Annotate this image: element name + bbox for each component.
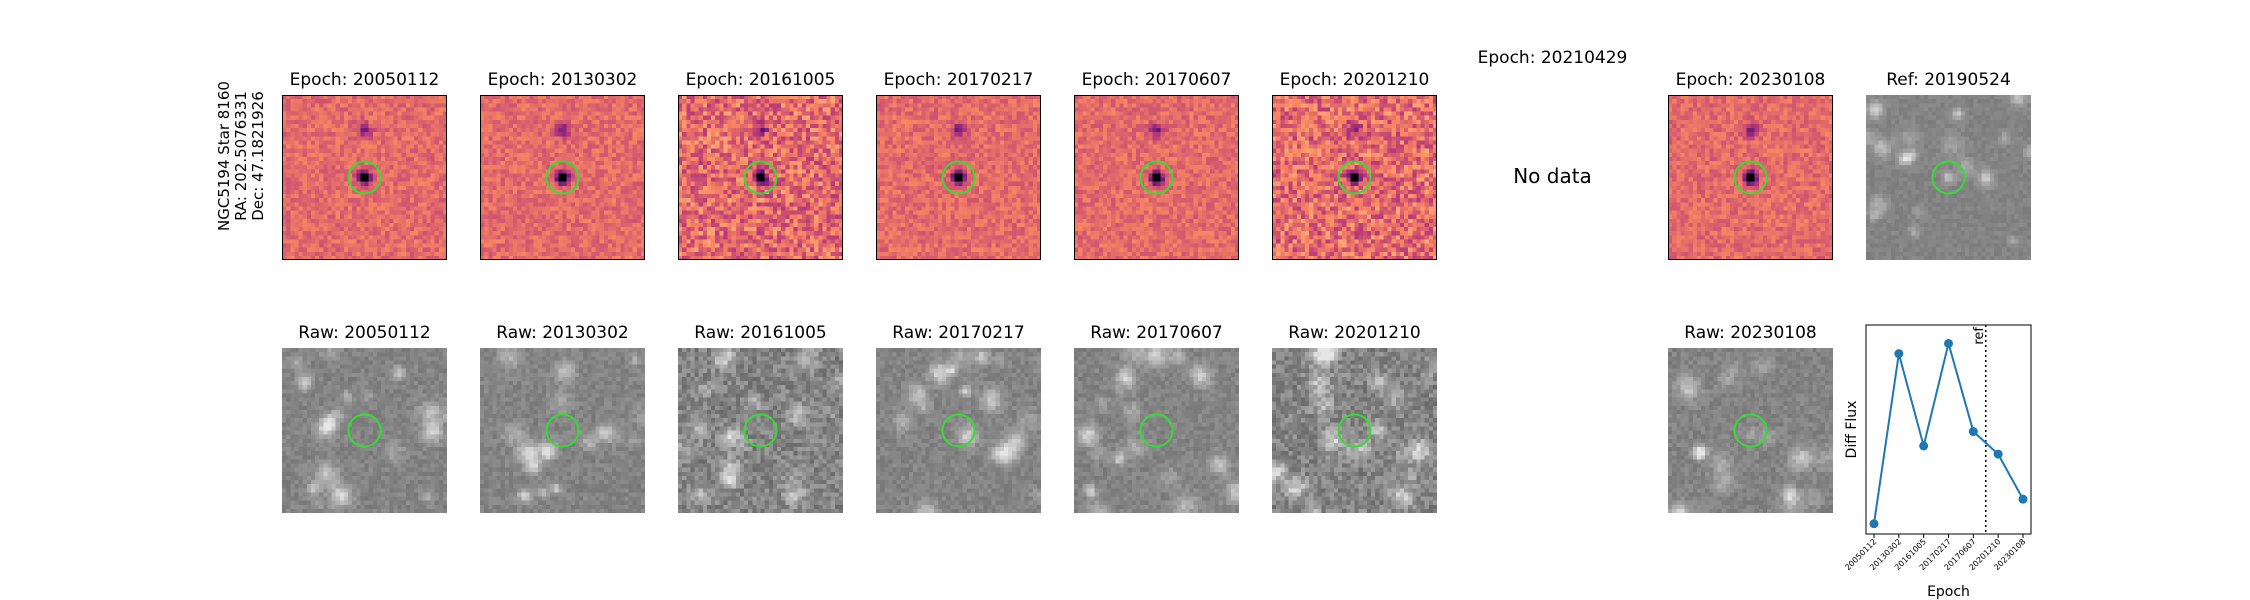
- aperture-circle: [545, 160, 580, 195]
- diff-image-panel: [480, 95, 645, 260]
- target-label: NGC5194 Star 8160 RA: 202.5076331 Dec: 4…: [215, 66, 267, 246]
- y-axis-label: Diff Flux: [1844, 401, 1860, 459]
- raw-image-panel: [480, 348, 645, 513]
- raw-image-panel: [1668, 348, 1833, 513]
- x-tick-label: 20050112: [1843, 537, 1878, 572]
- panel-frame: [282, 95, 447, 260]
- data-point: [1869, 519, 1879, 529]
- x-tick-label: 20230108: [1992, 537, 2027, 572]
- series-line: [1873, 339, 2024, 524]
- raw-title: Raw: 20130302: [496, 323, 629, 343]
- diff-image-panel: [282, 95, 447, 260]
- diff-image-panel-image: [678, 95, 843, 260]
- ref-image-panel-image: [1866, 95, 2031, 260]
- panel-frame: [480, 95, 645, 260]
- data-point: [1894, 349, 1904, 359]
- epoch-title: Epoch: 20130302: [487, 70, 638, 90]
- aperture-circle: [347, 160, 382, 195]
- epoch-title: Epoch: 20201210: [1279, 70, 1430, 90]
- x-tick-label: 20161005: [1893, 537, 1928, 572]
- diff-image-panel-image: [1668, 95, 1833, 260]
- epoch-title: Epoch: 20050112: [289, 70, 440, 90]
- diff-image-panel-image: [480, 95, 645, 260]
- panel-frame: [1272, 95, 1437, 260]
- aperture-circle: [743, 160, 778, 195]
- panel-frame: [876, 95, 1041, 260]
- ref-title: Ref: 20190524: [1886, 70, 2011, 90]
- aperture-circle: [1337, 160, 1372, 195]
- data-point: [1993, 449, 2003, 459]
- raw-image-panel: [876, 348, 1041, 513]
- raw-image-panel: [282, 348, 447, 513]
- aperture-circle: [1139, 413, 1174, 448]
- aperture-circle: [1931, 160, 1966, 195]
- diff-image-panel: [678, 95, 843, 260]
- raw-image-panel: [1074, 348, 1239, 513]
- raw-image-panel: [678, 348, 843, 513]
- data-point: [2018, 494, 2028, 504]
- raw-image-panel-image: [480, 348, 645, 513]
- diff-image-panel-image: [1272, 95, 1437, 260]
- target-ra: RA: 202.5076331: [232, 91, 250, 221]
- plot-frame: [1865, 324, 2032, 535]
- diff-image-panel: [1074, 95, 1239, 260]
- target-name: NGC5194 Star 8160: [215, 81, 233, 231]
- diff-image-panel-image: [1074, 95, 1239, 260]
- aperture-circle: [1337, 413, 1372, 448]
- x-axis-label: Epoch: [1927, 584, 1970, 600]
- raw-title: Raw: 20161005: [694, 323, 827, 343]
- x-tick-label: 20201210: [1967, 537, 2002, 572]
- diff-image-panel-image: [876, 95, 1041, 260]
- target-dec: Dec: 47.1821926: [249, 91, 267, 221]
- aperture-circle: [941, 413, 976, 448]
- aperture-circle: [347, 413, 382, 448]
- data-point: [1944, 338, 1953, 348]
- ref-image-panel: [1866, 95, 2031, 260]
- raw-title: Raw: 20230108: [1684, 323, 1817, 343]
- aperture-circle: [545, 413, 580, 448]
- raw-title: Raw: 20050112: [298, 323, 431, 343]
- x-tick-label: 20170607: [1943, 537, 1978, 572]
- raw-image-panel-image: [678, 348, 843, 513]
- epoch-title: Epoch: 20170607: [1081, 70, 1232, 90]
- diff-image-panel: [1272, 95, 1437, 260]
- x-tick-label: 20130302: [1868, 537, 1903, 572]
- epoch-title: Epoch: 20230108: [1675, 70, 1826, 90]
- epoch-title: Epoch: 20170217: [883, 70, 1034, 90]
- x-tick-label: 20170217: [1918, 537, 1953, 572]
- diff-image-panel: [1668, 95, 1833, 260]
- data-point: [1968, 427, 1978, 437]
- raw-image-panel-image: [282, 348, 447, 513]
- aperture-circle: [743, 413, 778, 448]
- diff-image-panel-image: [282, 95, 447, 260]
- panel-frame: [1668, 95, 1833, 260]
- raw-image-panel-image: [876, 348, 1041, 513]
- aperture-circle: [941, 160, 976, 195]
- raw-image-panel: [1272, 348, 1437, 513]
- aperture-circle: [1139, 160, 1174, 195]
- panel-frame: [1074, 95, 1239, 260]
- raw-title: Raw: 20201210: [1288, 323, 1421, 343]
- panel-frame: [678, 95, 843, 260]
- aperture-circle: [1733, 160, 1768, 195]
- reference-label: ref: [1972, 327, 1987, 345]
- raw-image-panel-image: [1272, 348, 1437, 513]
- raw-title: Raw: 20170607: [1090, 323, 1223, 343]
- no-data-label: No data: [1513, 164, 1592, 188]
- raw-image-panel-image: [1074, 348, 1239, 513]
- raw-image-panel-image: [1668, 348, 1833, 513]
- epoch-title-nodata: Epoch: 20210429: [1477, 48, 1628, 68]
- raw-title: Raw: 20170217: [892, 323, 1025, 343]
- diff-image-panel: [876, 95, 1041, 260]
- aperture-circle: [1733, 413, 1768, 448]
- epoch-title: Epoch: 20161005: [685, 70, 836, 90]
- data-point: [1919, 441, 1929, 451]
